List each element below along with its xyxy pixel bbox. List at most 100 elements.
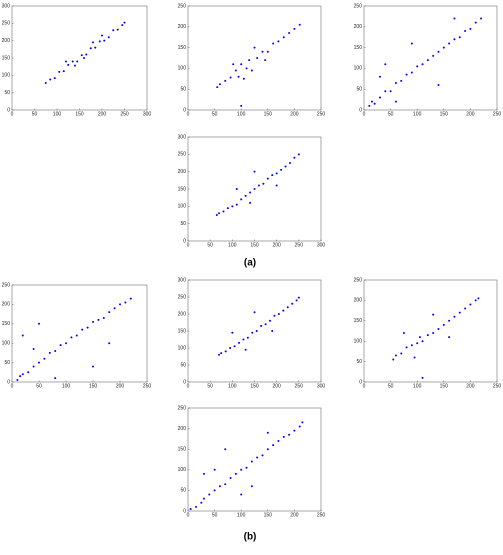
point (272, 444, 275, 447)
point (400, 79, 403, 82)
point (432, 332, 435, 335)
point (275, 184, 278, 187)
y-tick-label: 250 (354, 277, 363, 283)
point (246, 336, 249, 339)
point (218, 83, 221, 86)
point (474, 21, 477, 24)
point (282, 435, 285, 438)
point (48, 351, 51, 354)
point (224, 79, 227, 82)
point (220, 352, 223, 355)
point (400, 352, 403, 355)
x-tick-label: 50 (388, 383, 394, 389)
point (448, 42, 451, 45)
point (234, 472, 237, 475)
y-tick-label: 250 (178, 152, 187, 158)
point (119, 303, 121, 306)
y-tick-label: 50 (356, 359, 362, 365)
point (240, 468, 243, 471)
point (54, 349, 57, 352)
point (426, 59, 429, 62)
point (253, 170, 256, 173)
point (86, 326, 89, 329)
axes-frame (11, 5, 148, 111)
y-tick-label: 100 (2, 73, 11, 79)
x-tick-label: 0 (187, 512, 190, 518)
point (54, 377, 57, 380)
point (378, 96, 381, 99)
x-tick-label: 200 (466, 111, 475, 117)
point (71, 60, 74, 63)
point (101, 34, 103, 37)
point (421, 63, 424, 66)
x-tick-label: 250 (317, 512, 326, 518)
point (288, 162, 291, 164)
point (405, 73, 408, 76)
point (448, 336, 451, 339)
y-tick-label: 100 (2, 341, 11, 347)
point (297, 153, 300, 156)
point (266, 431, 269, 434)
y-tick-label: 250 (354, 3, 363, 9)
point (245, 466, 248, 469)
point (250, 69, 253, 72)
point (121, 24, 124, 27)
point (394, 81, 397, 84)
point (21, 373, 24, 376)
y-tick-label: 250 (2, 21, 11, 27)
point (32, 365, 35, 368)
point (262, 182, 265, 185)
x-tick-label: 250 (295, 242, 304, 248)
point (288, 32, 291, 35)
point (269, 319, 272, 322)
point (213, 489, 216, 492)
x-tick-label: 200 (466, 383, 475, 389)
point (368, 104, 371, 107)
point (249, 201, 252, 204)
point (65, 342, 67, 345)
y-tick-label: 0 (7, 107, 10, 113)
y-tick-label: 50 (180, 221, 186, 227)
point (218, 485, 221, 488)
point (202, 472, 205, 475)
x-tick-label: 50 (207, 242, 213, 248)
x-tick-label: 0 (187, 383, 190, 389)
y-tick-label: 100 (178, 467, 187, 473)
point (44, 81, 47, 84)
x-tick-label: 0 (11, 111, 14, 117)
point (94, 46, 97, 49)
point (448, 319, 451, 322)
point (260, 324, 263, 327)
point (464, 307, 467, 310)
axes-frame (187, 407, 322, 512)
y-tick-label: 150 (2, 55, 11, 61)
point (92, 320, 94, 323)
point (458, 36, 461, 39)
point (295, 299, 298, 302)
x-tick-label: 150 (440, 383, 449, 389)
y-tick-label: 200 (178, 426, 187, 432)
point (272, 42, 275, 45)
point (240, 493, 243, 496)
point (222, 210, 225, 213)
point (229, 76, 232, 79)
point (442, 46, 445, 49)
point (97, 318, 100, 321)
x-tick-label: 150 (440, 111, 449, 117)
point (275, 172, 278, 175)
point (81, 328, 84, 331)
x-tick-label: 250 (493, 111, 502, 117)
y-tick-label: 250 (178, 3, 187, 9)
point (410, 344, 413, 347)
axes-frame (363, 279, 498, 383)
point (416, 65, 419, 68)
x-tick-label: 50 (388, 111, 394, 117)
point (116, 28, 119, 31)
y-tick-label: 50 (180, 362, 186, 368)
x-tick-label: 100 (237, 111, 246, 117)
x-tick-label: 100 (237, 512, 246, 518)
point (92, 41, 94, 44)
y-tick-label: 200 (354, 24, 363, 30)
point (273, 314, 276, 317)
point (226, 207, 229, 210)
